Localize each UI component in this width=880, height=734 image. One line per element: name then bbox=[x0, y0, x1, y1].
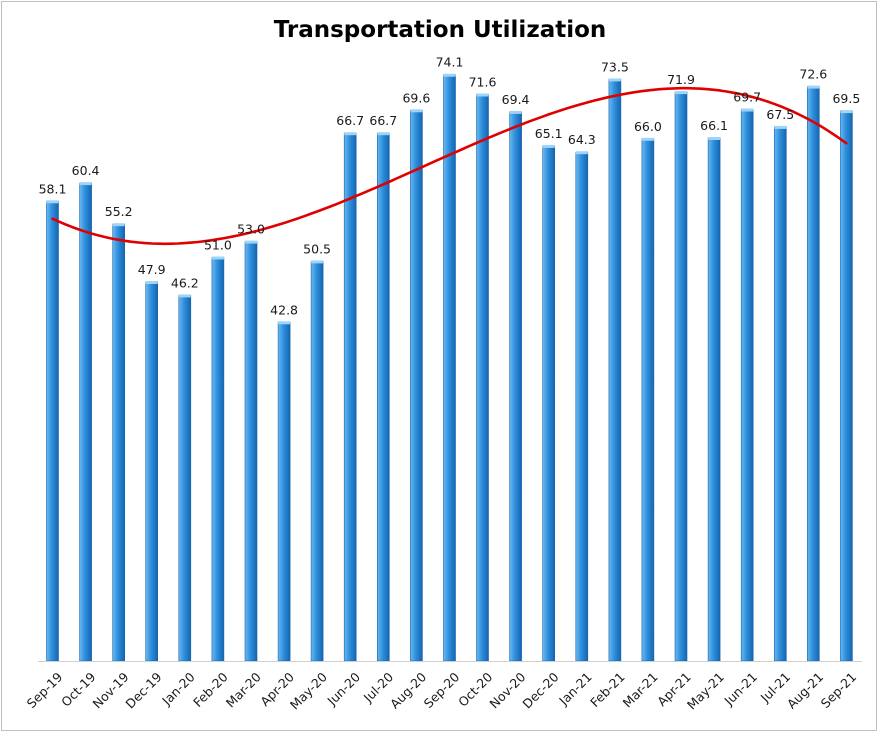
trend-line bbox=[51, 86, 848, 246]
bar-Sep-21 bbox=[840, 110, 853, 662]
bar-cap-Apr-21 bbox=[675, 91, 687, 95]
x-tick-Feb-20: Feb-20 bbox=[190, 669, 231, 710]
data-label-Mar-20: 53.0 bbox=[237, 222, 265, 237]
bar-cap-Dec-20 bbox=[542, 144, 555, 148]
data-label-May-21: 66.1 bbox=[700, 118, 728, 133]
data-label-Apr-20: 42.8 bbox=[270, 302, 298, 317]
bar-cap-Oct-19 bbox=[79, 182, 92, 186]
data-label-Dec-19: 47.9 bbox=[138, 262, 166, 277]
bar-cap-Feb-20 bbox=[211, 256, 224, 260]
chart-title: Transportation Utilization bbox=[273, 17, 607, 43]
bar-cap-Nov-19 bbox=[112, 223, 125, 227]
data-label-Feb-20: 51.0 bbox=[204, 238, 232, 253]
x-tick-Aug-21: Aug-21 bbox=[784, 669, 826, 711]
bar-cap-Feb-21 bbox=[608, 78, 621, 82]
x-tick-labels-layer: Sep-19Oct-19Nov-19Dec-19Jan-20Feb-20Mar-… bbox=[24, 669, 860, 712]
bar-Dec-20 bbox=[542, 145, 556, 662]
bar-Jan-21 bbox=[575, 151, 589, 662]
x-tick-Jun-21: Jun-21 bbox=[721, 669, 761, 709]
data-label-Apr-21: 71.9 bbox=[667, 72, 695, 87]
bar-Nov-19 bbox=[112, 223, 125, 662]
bar-Aug-20 bbox=[410, 110, 423, 662]
bar-Jun-21 bbox=[740, 109, 754, 662]
data-label-Nov-19: 55.2 bbox=[105, 204, 133, 219]
bar-cap-Aug-20 bbox=[410, 109, 423, 113]
bar-Sep-19 bbox=[46, 201, 59, 662]
data-label-Dec-20: 65.1 bbox=[535, 126, 563, 141]
x-tick-May-21: May-21 bbox=[684, 669, 727, 712]
data-label-Nov-20: 69.4 bbox=[502, 92, 530, 107]
bar-Jul-21 bbox=[773, 126, 787, 662]
bar-Feb-20 bbox=[211, 257, 225, 662]
bar-cap-Jun-20 bbox=[344, 132, 357, 136]
x-tick-Mar-20: Mar-20 bbox=[223, 669, 264, 710]
bar-Jul-20 bbox=[376, 132, 390, 662]
bar-Oct-19 bbox=[79, 182, 92, 662]
x-tick-Mar-21: Mar-21 bbox=[620, 669, 661, 710]
bar-Sep-20 bbox=[443, 74, 456, 662]
bar-cap-Jan-20 bbox=[178, 294, 191, 298]
x-tick-Sep-20: Sep-20 bbox=[421, 669, 463, 711]
bar-cap-Jul-20 bbox=[377, 132, 390, 136]
x-tick-Jan-21: Jan-21 bbox=[555, 669, 594, 708]
data-label-Jul-20: 66.7 bbox=[369, 113, 397, 128]
data-label-Jan-21: 64.3 bbox=[568, 132, 596, 147]
data-label-Oct-19: 60.4 bbox=[72, 163, 100, 178]
bar-cap-Sep-20 bbox=[443, 73, 456, 77]
data-label-Jul-21: 67.5 bbox=[766, 107, 794, 122]
bar-cap-Oct-20 bbox=[476, 93, 489, 97]
bar-cap-Jun-21 bbox=[741, 108, 754, 112]
bar-cap-May-20 bbox=[311, 260, 324, 264]
bar-cap-Mar-21 bbox=[641, 137, 654, 141]
x-tick-Nov-20: Nov-20 bbox=[486, 669, 528, 711]
x-tick-Dec-20: Dec-20 bbox=[519, 669, 561, 711]
bar-Aug-21 bbox=[806, 86, 820, 662]
data-label-Jun-21: 69.7 bbox=[733, 90, 761, 105]
bar-Mar-21 bbox=[641, 138, 655, 662]
data-label-Aug-20: 69.6 bbox=[402, 90, 430, 105]
bar-Dec-19 bbox=[145, 281, 158, 662]
data-label-Sep-19: 58.1 bbox=[39, 181, 67, 196]
bar-Mar-20 bbox=[244, 241, 258, 662]
x-tick-Jun-20: Jun-20 bbox=[324, 669, 364, 709]
bar-Jun-20 bbox=[343, 132, 357, 662]
data-label-Aug-21: 72.6 bbox=[799, 67, 827, 82]
data-label-Sep-20: 74.1 bbox=[436, 55, 464, 70]
data-label-Jan-20: 46.2 bbox=[171, 275, 199, 290]
bar-Jan-20 bbox=[178, 295, 192, 662]
x-tick-Dec-19: Dec-19 bbox=[122, 669, 164, 711]
bar-cap-Mar-20 bbox=[245, 240, 257, 244]
bar-cap-Apr-20 bbox=[278, 321, 291, 325]
bar-cap-Nov-20 bbox=[509, 110, 522, 114]
data-labels-layer: 58.1 60.4 55.2 47.9 46.2 51.0 53.0 42.8 50.5 66.7… bbox=[39, 55, 861, 318]
x-tick-Aug-20: Aug-20 bbox=[387, 669, 429, 711]
bar-cap-Dec-19 bbox=[145, 281, 158, 284]
bar-cap-Sep-19 bbox=[46, 200, 59, 204]
bar-cap-May-21 bbox=[708, 137, 721, 140]
bar-May-20 bbox=[310, 261, 324, 662]
bar-cap-Jul-21 bbox=[774, 125, 787, 129]
bar-Apr-21 bbox=[674, 91, 688, 662]
bar-cap-Jan-21 bbox=[575, 151, 588, 155]
bar-Nov-20 bbox=[509, 111, 522, 662]
x-tick-Feb-21: Feb-21 bbox=[587, 669, 628, 710]
bar-Feb-21 bbox=[608, 79, 622, 662]
data-label-May-20: 50.5 bbox=[303, 241, 331, 256]
data-label-Sep-21: 69.5 bbox=[832, 91, 860, 106]
bars-layer bbox=[46, 73, 853, 662]
bar-Oct-20 bbox=[476, 94, 489, 662]
x-tick-Sep-19: Sep-19 bbox=[24, 669, 66, 711]
data-label-Jun-20: 66.7 bbox=[336, 113, 364, 128]
data-label-Feb-21: 73.5 bbox=[601, 59, 629, 74]
bar-May-21 bbox=[707, 137, 721, 662]
x-tick-Jan-20: Jan-20 bbox=[158, 669, 197, 708]
x-tick-May-20: May-20 bbox=[287, 669, 330, 712]
bar-cap-Sep-21 bbox=[840, 110, 853, 114]
bar-Apr-20 bbox=[277, 321, 291, 662]
bar-cap-Aug-21 bbox=[807, 85, 820, 89]
data-label-Oct-20: 71.6 bbox=[469, 75, 497, 90]
x-tick-Sep-21: Sep-21 bbox=[818, 669, 860, 711]
data-label-Mar-21: 66.0 bbox=[634, 119, 662, 134]
